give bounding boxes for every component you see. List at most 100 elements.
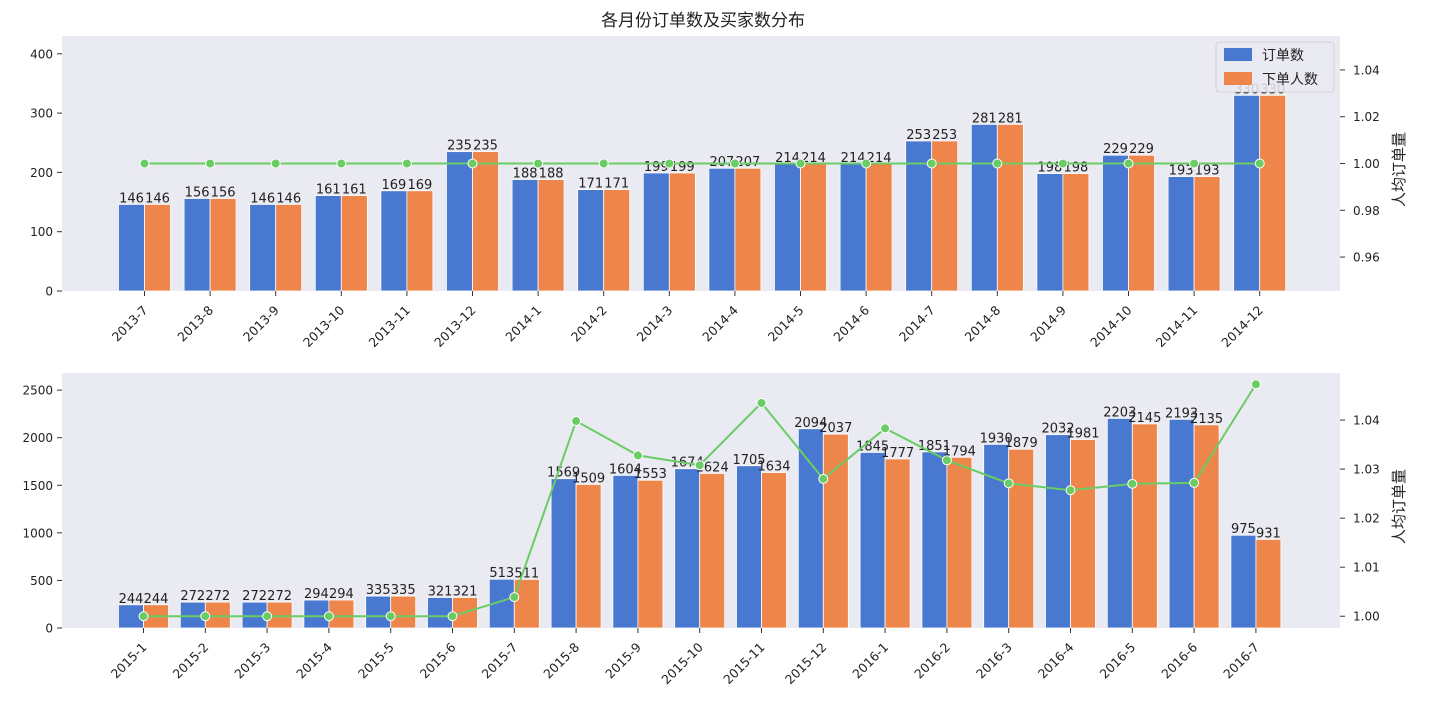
data-label-orders: 146 <box>119 191 144 206</box>
bar-buyers <box>931 140 959 292</box>
x-tick-label: 2015-1 <box>108 640 150 682</box>
data-label-buyers: 171 <box>604 177 629 192</box>
data-label-orders: 272 <box>180 589 205 604</box>
data-label-orders: 188 <box>513 167 538 182</box>
ratio-point <box>1065 485 1076 496</box>
ratio-point <box>1057 158 1068 169</box>
legend-swatch <box>1224 72 1252 85</box>
ratio-point <box>323 611 334 622</box>
y-tick-label: 100 <box>30 225 53 239</box>
y2-tick-label: 1.02 <box>1353 110 1380 124</box>
y2-tick-label: 1.00 <box>1353 157 1380 171</box>
y2-tick-label: 1.04 <box>1353 414 1380 428</box>
data-label-orders: 2032 <box>1041 422 1074 437</box>
ratio-point <box>205 158 216 169</box>
data-label-buyers: 156 <box>211 185 236 200</box>
bar-buyers <box>209 198 237 292</box>
data-label-orders: 294 <box>304 587 329 602</box>
ratio-point <box>1003 478 1014 489</box>
bar-orders <box>674 468 701 629</box>
data-label-orders: 1604 <box>609 462 642 477</box>
y-tick-label: 2000 <box>22 431 53 445</box>
x-tick-label: 2014-3 <box>634 303 676 345</box>
x-tick-label: 2015-3 <box>231 640 273 682</box>
bar-orders <box>1233 94 1261 292</box>
data-label-orders: 1569 <box>547 466 580 481</box>
data-label-buyers: 2135 <box>1190 412 1223 427</box>
x-tick-label: 2014-10 <box>1087 302 1135 350</box>
ratio-point <box>880 423 891 434</box>
ratio-point <box>1127 478 1138 489</box>
bar-orders <box>118 204 145 292</box>
x-tick-label: 2014-11 <box>1153 303 1201 351</box>
bar-orders <box>577 189 605 292</box>
x-tick-label: 2016-4 <box>1035 639 1077 681</box>
data-label-buyers: 272 <box>205 589 230 604</box>
bar-orders <box>612 474 639 629</box>
bar-orders <box>183 198 211 292</box>
bar-orders <box>446 151 473 292</box>
data-label-buyers: 161 <box>342 183 367 198</box>
ratio-point <box>598 158 609 169</box>
x-tick-label: 2014-1 <box>502 303 544 345</box>
x-tick-label: 2014-7 <box>896 303 938 345</box>
bar-orders <box>970 123 998 292</box>
data-label-orders: 146 <box>250 191 275 206</box>
x-tick-label: 2015-7 <box>479 640 521 682</box>
bar-buyers <box>699 473 726 629</box>
data-label-buyers: 253 <box>932 128 957 143</box>
ratio-point <box>795 158 806 169</box>
data-label-orders: 214 <box>841 151 866 166</box>
y2-tick-label: 1.03 <box>1353 463 1380 477</box>
ratio-point <box>1123 158 1134 169</box>
ratio-point <box>1250 379 1261 390</box>
x-tick-label: 2016-6 <box>1158 639 1200 681</box>
ratio-point <box>447 611 458 622</box>
data-label-orders: 2193 <box>1165 406 1198 421</box>
ratio-point <box>992 158 1003 169</box>
bar-buyers <box>1070 439 1096 629</box>
y-tick-label: 300 <box>30 107 53 121</box>
ratio-point <box>756 397 767 408</box>
data-label-orders: 235 <box>447 139 472 154</box>
ratio-point <box>138 611 149 622</box>
data-label-orders: 161 <box>316 183 341 198</box>
bar-orders <box>1102 154 1129 292</box>
data-label-buyers: 931 <box>1256 526 1281 541</box>
data-label-orders: 169 <box>381 178 406 193</box>
bar-orders <box>550 478 577 629</box>
bar-buyers <box>1255 539 1282 629</box>
bar-buyers <box>1131 423 1158 629</box>
y-tick-label: 200 <box>30 166 53 180</box>
chart-panel-1: 0 100 200 300 400 0.96 0.98 1.00 1.02 1.04 人均订单量 14… <box>30 36 1408 350</box>
data-label-buyers: 193 <box>1195 164 1220 179</box>
bar-orders <box>1230 534 1257 629</box>
bar-buyers <box>390 595 417 629</box>
bar-orders <box>427 597 453 629</box>
data-label-buyers: 1777 <box>881 446 914 461</box>
ratio-point <box>694 460 705 471</box>
data-label-buyers: 2037 <box>819 421 852 436</box>
bar-orders <box>1036 173 1064 292</box>
bar-buyers <box>406 190 434 292</box>
x-tick-label: 2013-12 <box>431 303 479 351</box>
bar-buyers <box>603 189 631 292</box>
data-label-buyers: 321 <box>453 584 478 599</box>
data-label-orders: 513 <box>489 566 514 581</box>
bar-orders <box>380 190 408 292</box>
bar-orders <box>983 443 1010 629</box>
y2-tick-label: 1.00 <box>1353 610 1380 624</box>
bar-buyers <box>761 472 787 629</box>
data-label-buyers: 146 <box>276 191 301 206</box>
ratio-point <box>270 158 281 169</box>
bar-buyers <box>1193 176 1221 292</box>
data-label-orders: 272 <box>242 589 267 604</box>
bar-buyers <box>996 123 1024 292</box>
y2-tick-label: 1.01 <box>1353 561 1380 575</box>
bar-orders <box>642 172 670 292</box>
ratio-point <box>729 158 740 169</box>
x-tick-label: 2016-2 <box>911 640 953 682</box>
data-label-orders: 229 <box>1103 142 1128 157</box>
bar-orders <box>249 204 277 292</box>
